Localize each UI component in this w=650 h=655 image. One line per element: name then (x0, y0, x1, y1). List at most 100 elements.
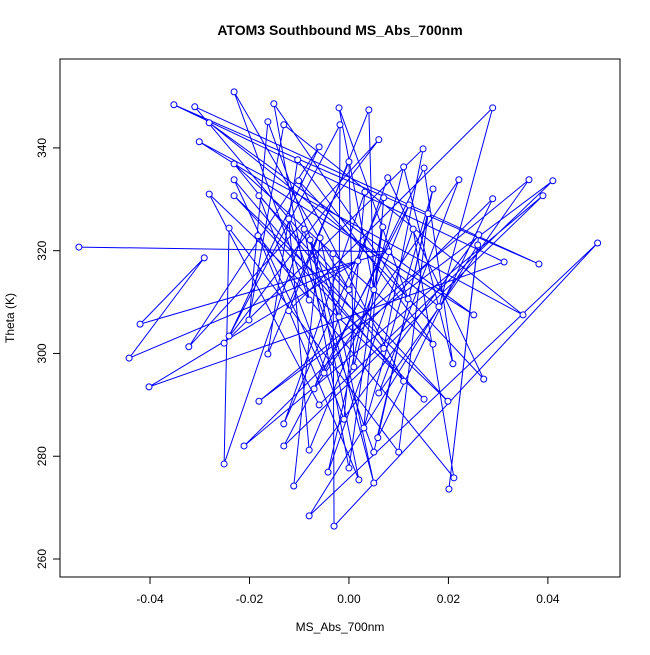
data-point (365, 106, 373, 114)
data-point (205, 190, 213, 198)
data-point (489, 195, 497, 203)
data-point (315, 143, 323, 151)
data-point (320, 369, 328, 377)
data-point (474, 241, 482, 249)
data-point (316, 234, 324, 242)
data-point (195, 138, 203, 146)
data-point (285, 215, 293, 223)
data-point (475, 231, 483, 239)
data-point (379, 223, 387, 231)
data-point (345, 464, 353, 472)
data-point (225, 224, 233, 232)
data-point (480, 375, 488, 383)
x-tick-label: 0.04 (536, 592, 560, 606)
data-point (489, 104, 497, 112)
data-point (420, 395, 428, 403)
data-point (539, 192, 547, 200)
data-point (370, 286, 378, 294)
data-point (75, 243, 83, 251)
data-point (205, 119, 213, 127)
data-point (240, 442, 248, 450)
data-point (220, 460, 228, 468)
y-tick-label: 320 (35, 240, 49, 260)
data-point (315, 401, 323, 409)
data-point (225, 332, 233, 340)
data-point (330, 522, 338, 530)
data-point (185, 343, 193, 351)
data-point (429, 185, 437, 193)
data-point (340, 415, 348, 423)
data-point (380, 344, 388, 352)
data-point (245, 316, 253, 324)
data-point (230, 88, 238, 96)
data-point (384, 174, 392, 182)
data-point (385, 248, 393, 256)
data-point (375, 136, 383, 144)
data-point (345, 286, 353, 294)
data-point (200, 254, 208, 262)
data-point (405, 201, 413, 209)
data-point (230, 192, 238, 200)
data-point (254, 232, 262, 240)
data-point (444, 397, 452, 405)
data-point (290, 482, 298, 490)
data-point (305, 512, 313, 520)
data-point (360, 424, 368, 432)
data-point (280, 442, 288, 450)
data-point (395, 448, 403, 456)
data-point (294, 156, 302, 164)
data-point (255, 192, 263, 200)
y-tick-label: 280 (35, 446, 49, 466)
data-point (280, 420, 288, 428)
data-point (306, 236, 314, 244)
x-axis-label: MS_Abs_700nm (296, 620, 385, 634)
y-axis-label: Theta (K) (3, 293, 17, 343)
data-point (470, 311, 478, 319)
data-point (370, 479, 378, 487)
data-point (355, 476, 363, 484)
data-point (230, 160, 238, 168)
data-point (230, 176, 238, 184)
data-point (350, 363, 358, 371)
data-point (191, 103, 199, 111)
data-point (500, 258, 508, 266)
data-point (420, 164, 428, 172)
data-point (429, 340, 437, 348)
data-point (336, 121, 344, 129)
data-point (170, 101, 178, 109)
data-point (450, 474, 458, 482)
y-tick-label: 300 (35, 343, 49, 363)
data-point (280, 121, 288, 129)
x-tick-label: -0.02 (236, 592, 264, 606)
data-point (220, 339, 228, 347)
data-point (305, 446, 313, 454)
data-point (370, 448, 378, 456)
data-point (335, 313, 343, 321)
data-point (380, 194, 388, 202)
data-point (409, 225, 417, 233)
data-point (594, 239, 602, 247)
data-point (345, 158, 353, 166)
data-point (445, 485, 453, 493)
data-point (519, 311, 527, 319)
data-point (264, 118, 272, 126)
data-point (400, 377, 408, 385)
data-point (361, 188, 369, 196)
data-point (525, 176, 533, 184)
chart-title: ATOM3 Southbound MS_Abs_700nm (217, 22, 462, 38)
data-point (335, 104, 343, 112)
y-tick-label: 260 (35, 549, 49, 569)
x-tick-label: -0.04 (136, 592, 164, 606)
data-point (375, 389, 383, 397)
data-point (404, 295, 412, 303)
data-point (419, 145, 427, 153)
data-point (535, 260, 543, 268)
data-point (455, 176, 463, 184)
data-point (310, 385, 318, 393)
data-point (300, 225, 308, 233)
data-point (255, 397, 263, 405)
data-point (354, 257, 362, 265)
data-point (136, 320, 144, 328)
data-point (295, 177, 303, 185)
